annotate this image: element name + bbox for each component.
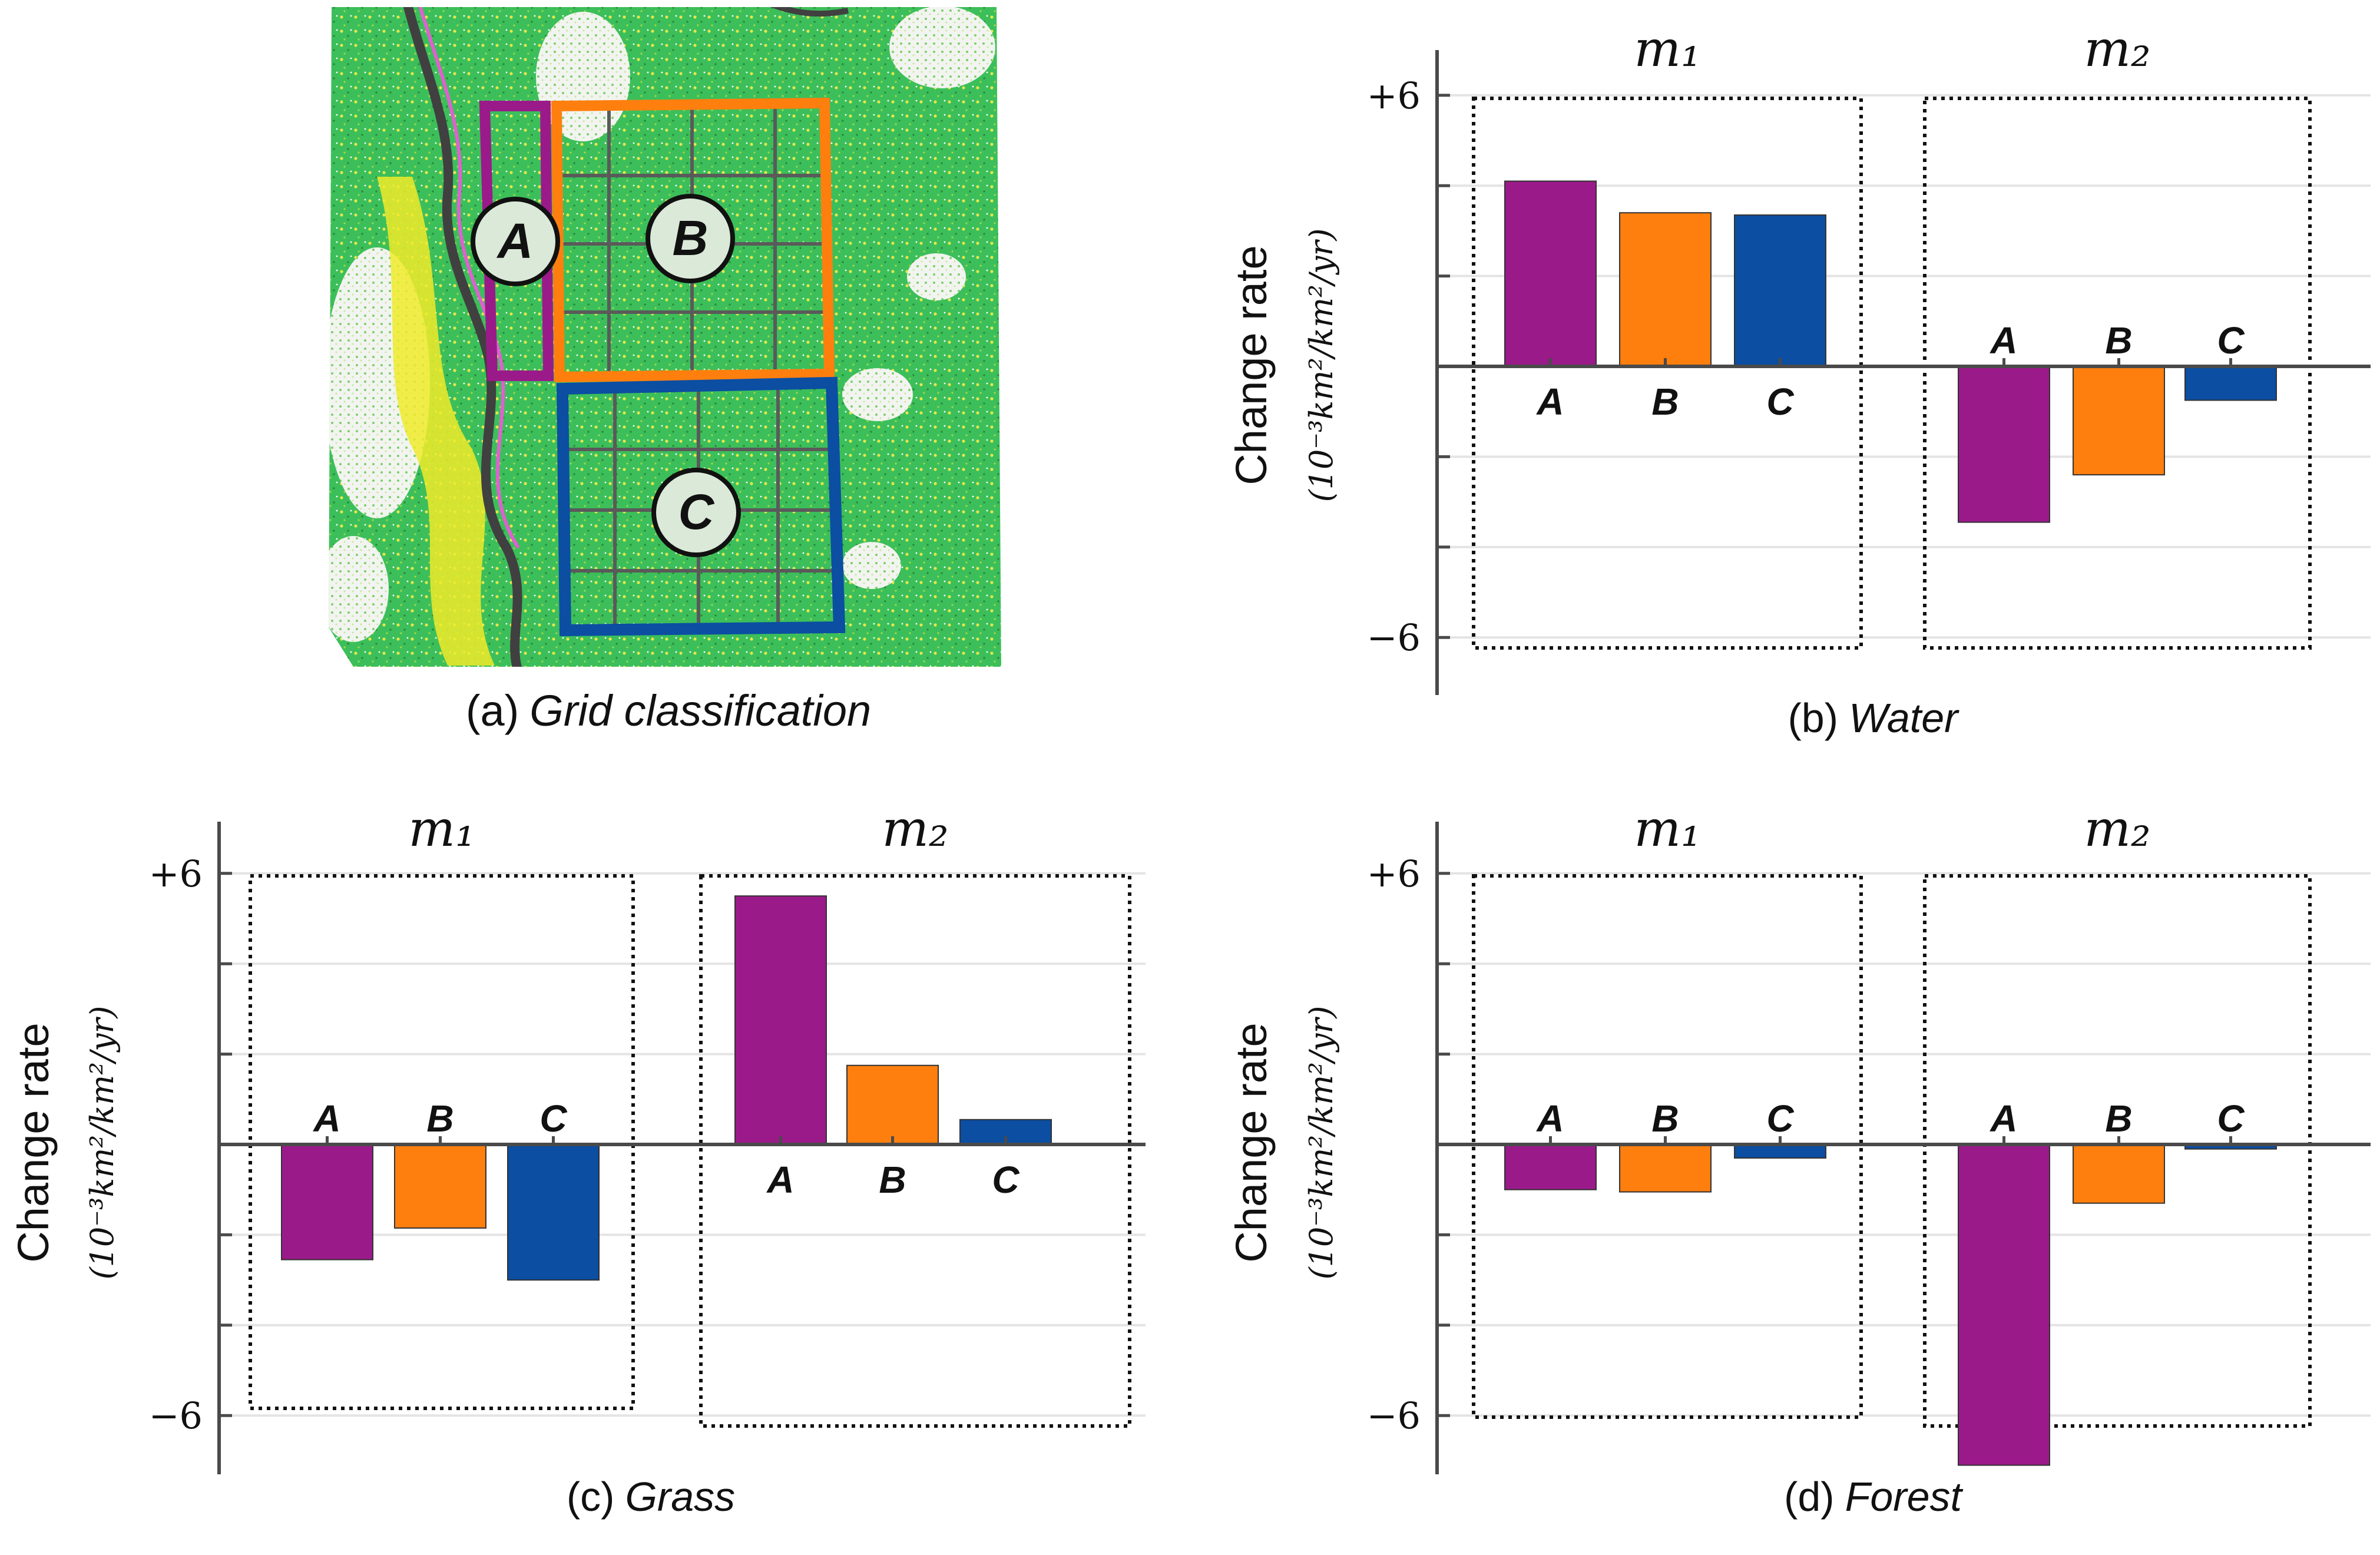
y-tick-label-top: +6 [149, 852, 203, 895]
caption-d: (d) Forest [1784, 1474, 1963, 1520]
category-label-2-b: B [2105, 1097, 2132, 1140]
group-box-2 [1923, 874, 2312, 1428]
group-box-2 [699, 874, 1131, 1428]
caption-c-text: Grass [625, 1474, 735, 1520]
group-box-2 [1923, 97, 2312, 650]
bar-1-c [1734, 214, 1826, 367]
caption-c: (c) Grass [567, 1474, 735, 1520]
group-box-1 [1472, 97, 1863, 650]
group-title-2: m₂ [2084, 20, 2150, 78]
group-title-1: m₁ [408, 800, 475, 858]
y-tick-label-top: +6 [1367, 852, 1421, 895]
y-axis-unit: (10⁻³km²/km²/yr) [1303, 229, 1340, 502]
caption-b: (b) Water [1788, 695, 1960, 741]
land-cover-map [329, 7, 1001, 667]
caption-d-prefix: (d) [1784, 1474, 1835, 1520]
region-a-label: A [496, 213, 534, 269]
bar-1-a [1504, 1144, 1597, 1190]
region-c-badge: C [651, 468, 741, 557]
caption-a-prefix: (a) [466, 686, 519, 735]
y-axis-label: Change rate [1227, 1023, 1276, 1262]
y-axis-label: Change rate [1227, 245, 1276, 485]
region-a-outline [479, 101, 554, 381]
bar-2-b [2073, 366, 2165, 476]
panel-c-grass: A B Cm₁ A B Cm₂ +6 −6 Change rate (10⁻³km²/km²/yr… [9, 800, 1146, 1520]
category-label-1-b: B [1651, 381, 1679, 423]
category-label-1-a: A [1535, 381, 1564, 423]
y-tick-label-bottom: −6 [1367, 616, 1421, 659]
caption-b-prefix: (b) [1788, 695, 1839, 741]
group-title-2: m₂ [882, 800, 948, 858]
region-c-label: C [678, 484, 715, 540]
y-tick-label-bottom: −6 [1367, 1394, 1421, 1437]
bar-2-a [1958, 366, 2050, 523]
y-axis-unit: (10⁻³km²/km²/yr) [1303, 1006, 1340, 1280]
group-title-2: m₂ [2084, 800, 2150, 858]
category-label-1-a: A [1535, 1097, 1564, 1140]
bar-2-a [734, 895, 827, 1146]
y-axis-label: Change rate [9, 1023, 58, 1262]
category-label-2-b: B [879, 1159, 906, 1201]
y-tick-label-top: +6 [1367, 74, 1421, 117]
panel-b-water: A B Cm₁ A B Cm₂ +6 −6 Change rate (10⁻³km²/km²/yr… [1227, 20, 2371, 741]
category-label-2-c: C [992, 1159, 1019, 1201]
bar-2-b [846, 1064, 939, 1146]
bar-2-a [1958, 1144, 2050, 1466]
bar-1-b [1619, 212, 1712, 367]
bar-1-c [507, 1144, 600, 1281]
bar-1-a [1504, 180, 1597, 367]
caption-a-text: Grid classification [529, 686, 871, 735]
group-title-1: m₁ [1634, 20, 1700, 78]
category-label-2-b: B [2105, 319, 2132, 362]
region-c-outline [556, 376, 846, 637]
region-b-badge: B [646, 194, 735, 283]
category-label-1-b: B [426, 1097, 454, 1140]
category-label-2-a: A [1989, 1097, 2017, 1140]
caption-a: (a) Grid classification [466, 686, 871, 735]
category-label-2-a: A [1989, 319, 2017, 362]
bar-2-c [2184, 366, 2277, 401]
bar-1-a [281, 1144, 373, 1260]
category-label-1-c: C [1766, 381, 1794, 423]
group-box-1 [1472, 874, 1863, 1419]
region-b-outline [551, 97, 835, 383]
category-label-1-b: B [1651, 1097, 1679, 1140]
category-label-1-a: A [312, 1097, 340, 1140]
caption-b-text: Water [1849, 695, 1959, 741]
category-label-1-c: C [1766, 1097, 1794, 1140]
panel-d-forest: A B Cm₁ A B Cm₂ +6 −6 Change rate (10⁻³km²/km²/yr… [1227, 800, 2371, 1520]
group-title-1: m₁ [1634, 800, 1700, 858]
category-label-2-c: C [2217, 319, 2245, 362]
bar-1-b [1619, 1144, 1712, 1193]
bar-1-c [1734, 1144, 1826, 1159]
region-b-label: B [673, 210, 709, 266]
group-box-1 [249, 874, 635, 1410]
caption-d-text: Forest [1845, 1474, 1964, 1520]
y-axis-unit: (10⁻³km²/km²/yr) [84, 1006, 121, 1280]
bar-2-b [2073, 1144, 2165, 1204]
category-label-2-c: C [2217, 1097, 2245, 1140]
y-tick-label-bottom: −6 [149, 1394, 203, 1437]
caption-c-prefix: (c) [567, 1474, 615, 1520]
region-a-badge: A [471, 197, 560, 286]
bar-1-b [394, 1144, 486, 1229]
category-label-1-c: C [539, 1097, 567, 1140]
category-label-2-a: A [766, 1159, 794, 1201]
panel-a: A B C (a) Grid classification [329, 7, 1001, 735]
